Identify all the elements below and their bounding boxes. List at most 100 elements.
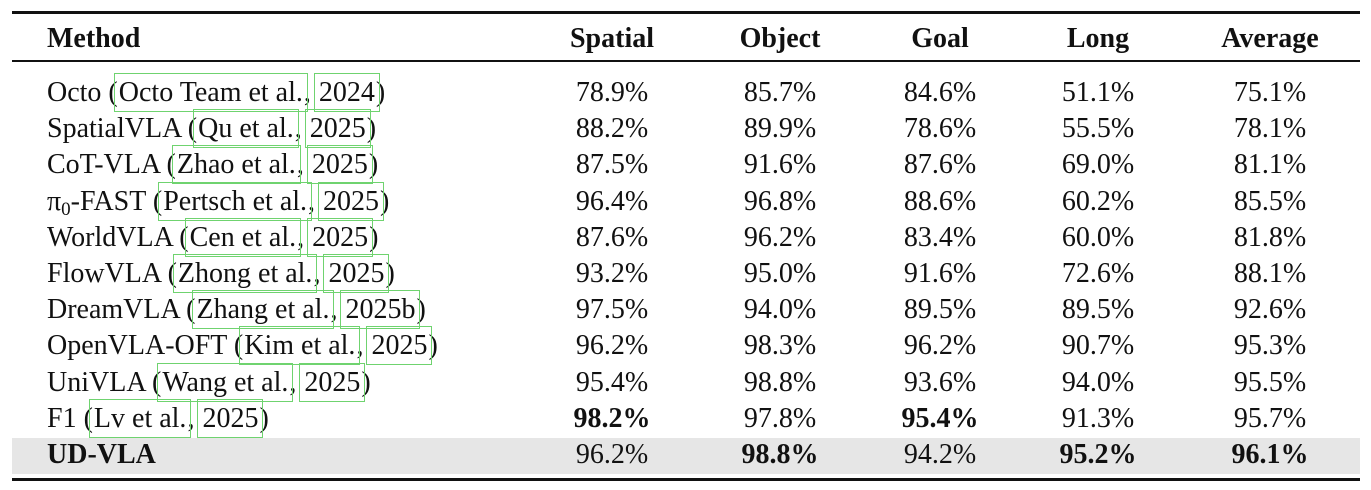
method-text: ,	[289, 366, 304, 398]
citation-link[interactable]: 2025	[197, 398, 264, 438]
citation-link[interactable]: Kim et al.	[239, 326, 361, 366]
value-cell: 93.6%	[903, 366, 977, 398]
value-cell: 95.2%	[1059, 439, 1137, 470]
value-cell: 95.5%	[1233, 366, 1307, 398]
citation-link[interactable]: Zhong et al.	[172, 254, 318, 293]
value-cell: 89.5%	[1061, 294, 1135, 326]
method-text: π	[47, 185, 62, 217]
value-cell: 89.9%	[743, 113, 817, 145]
method-text: -FAST (	[70, 185, 163, 217]
method-text: ,	[187, 402, 202, 434]
citation-link[interactable]: Wang et al.	[157, 362, 294, 402]
method-text: )	[369, 221, 379, 253]
value-cell: 72.6%	[1061, 258, 1135, 289]
method-text: ,	[296, 149, 311, 181]
citation-link[interactable]: Cen et al.	[184, 217, 302, 257]
method-text: )	[428, 330, 438, 362]
method-text: ,	[297, 221, 312, 253]
citation-link[interactable]: 2025	[307, 217, 374, 257]
citation-link[interactable]: 2025	[299, 362, 366, 402]
column-header: Object	[739, 23, 821, 54]
value-cell: 78.6%	[903, 113, 977, 145]
value-cell: 87.5%	[575, 149, 649, 181]
value-cell: 96.2%	[575, 330, 649, 362]
value-cell: 51.1%	[1061, 77, 1135, 108]
method-text: ,	[294, 113, 309, 145]
value-cell: 96.8%	[743, 185, 817, 217]
value-cell: 96.1%	[1231, 439, 1309, 470]
method-text: )	[361, 366, 371, 398]
value-cell: 96.2%	[575, 439, 649, 470]
value-cell: 95.4%	[901, 402, 979, 434]
citation-link[interactable]: Pertsch et al.	[158, 181, 313, 221]
value-cell: 60.0%	[1061, 221, 1135, 253]
citation-link[interactable]: 2025b	[340, 290, 421, 330]
value-cell: 96.2%	[743, 221, 817, 253]
method-text: )	[375, 77, 386, 108]
method-text: )	[380, 185, 390, 217]
value-cell: 98.8%	[743, 366, 817, 398]
column-header: Method	[47, 23, 141, 54]
value-cell: 91.6%	[903, 258, 977, 289]
method-text: ,	[303, 77, 318, 108]
method-cell: UD-VLA	[47, 437, 156, 473]
value-cell: 91.3%	[1061, 402, 1135, 434]
value-cell: 95.7%	[1233, 402, 1307, 434]
method-text: ,	[356, 330, 371, 362]
method-text: F1 (	[47, 402, 93, 434]
value-cell: 87.6%	[903, 149, 977, 181]
value-cell: 84.6%	[903, 77, 977, 108]
value-cell: 88.6%	[903, 185, 977, 217]
method-cell: CoT-VLA (Zhao et al., 2025)	[47, 145, 379, 185]
method-cell: F1 (Lv et al., 2025)	[47, 398, 269, 438]
citation-link[interactable]: 2025	[323, 254, 390, 293]
value-cell: 94.0%	[743, 294, 817, 326]
value-cell: 98.2%	[573, 402, 651, 434]
method-text: ,	[330, 294, 345, 326]
value-cell: 97.8%	[743, 402, 817, 434]
value-cell: 96.2%	[903, 330, 977, 362]
value-cell: 95.0%	[743, 258, 817, 289]
value-cell: 90.7%	[1061, 330, 1135, 362]
method-text: )	[416, 294, 426, 326]
value-cell: 94.0%	[1061, 366, 1135, 398]
method-text: ,	[308, 185, 323, 217]
value-cell: 75.1%	[1233, 77, 1307, 108]
value-cell: 92.6%	[1233, 294, 1307, 326]
method-cell: UniVLA (Wang et al., 2025)	[47, 362, 371, 402]
citation-link[interactable]: Lv et al.	[88, 398, 192, 438]
column-header: Average	[1221, 23, 1319, 54]
citation-link[interactable]: 2025	[306, 145, 373, 185]
citation-link[interactable]: 2025	[304, 109, 371, 149]
method-text: UniVLA (	[47, 366, 162, 398]
header-rule	[12, 60, 1360, 62]
citation-link[interactable]: 2025	[318, 181, 385, 221]
value-cell: 98.3%	[743, 330, 817, 362]
bottom-rule	[12, 478, 1360, 481]
method-text: CoT-VLA (	[47, 149, 176, 181]
method-text: Octo (	[47, 77, 118, 108]
method-text: OpenVLA-OFT (	[47, 330, 244, 362]
citation-link[interactable]: Zhang et al.	[191, 290, 335, 330]
row-highlight	[12, 438, 1360, 474]
column-header: Long	[1066, 23, 1130, 54]
citation-link[interactable]: Qu et al.	[193, 109, 299, 149]
column-header: Goal	[911, 23, 969, 54]
value-cell: 81.1%	[1233, 149, 1307, 181]
method-text: ,	[313, 258, 328, 289]
column-header: Spatial	[569, 23, 655, 54]
top-rule	[12, 11, 1360, 14]
method-text: FlowVLA (	[47, 258, 177, 289]
citation-link[interactable]: 2025	[366, 326, 433, 366]
value-cell: 95.3%	[1233, 330, 1307, 362]
method-text: DreamVLA (	[47, 294, 196, 326]
value-cell: 98.8%	[741, 439, 819, 470]
method-cell: SpatialVLA (Qu et al., 2025)	[47, 109, 376, 149]
method-text: )	[368, 149, 379, 181]
citation-link[interactable]: Octo Team et al.	[113, 73, 308, 112]
value-cell: 85.5%	[1233, 185, 1307, 217]
citation-link[interactable]: Zhao et al.	[171, 145, 301, 185]
citation-link[interactable]: 2024	[313, 73, 380, 112]
value-cell: 97.5%	[575, 294, 649, 326]
